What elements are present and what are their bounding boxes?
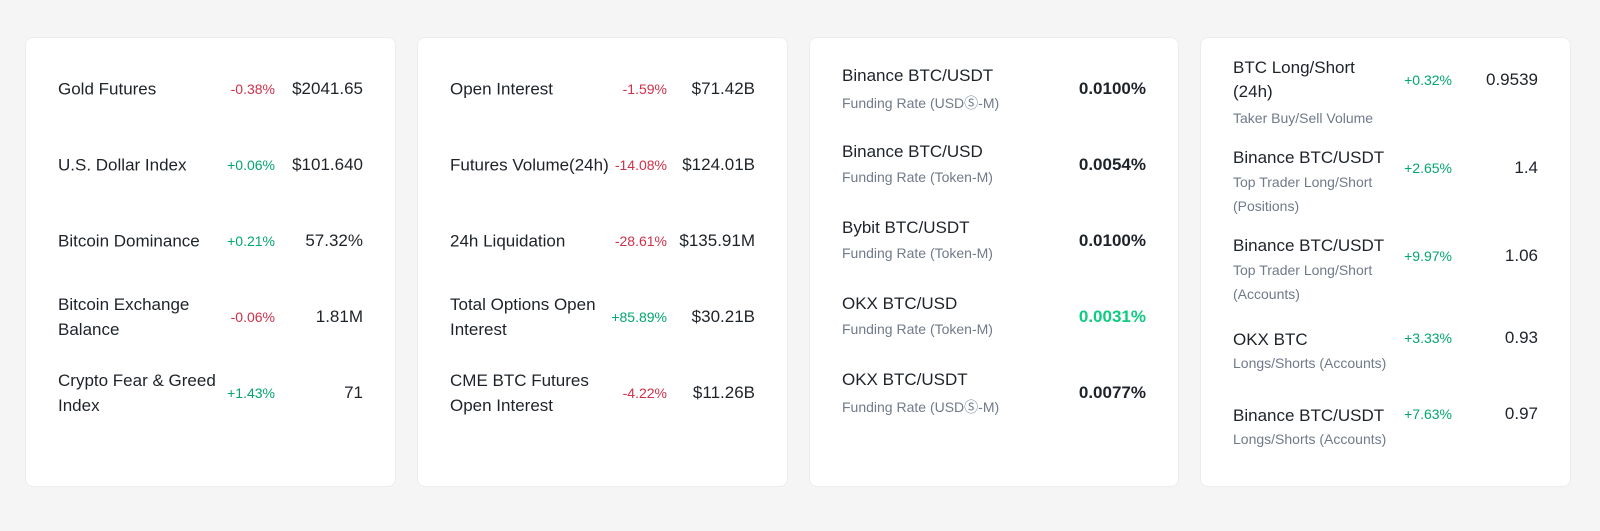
funding-rate-value: 0.0031%: [1078, 307, 1146, 326]
change-percent: +2.65%: [1404, 160, 1452, 176]
indicator-name: 24h Liquidation: [450, 231, 566, 251]
indicator-value: $135.91M: [679, 231, 755, 250]
ratio-value: 0.93: [1504, 328, 1538, 347]
ratio-value: 0.97: [1504, 404, 1538, 423]
list-item[interactable]: OKX BTC/USD Funding Rate (Token-M) 0.003…: [810, 288, 1178, 348]
ratio-value: 1.06: [1504, 246, 1538, 265]
list-item[interactable]: Binance BTC/USDT Top Trader Long/Short (…: [1201, 232, 1570, 308]
metric-label: Funding Rate (Token-M): [842, 245, 993, 261]
indicator-value: 1.81M: [315, 307, 363, 326]
funding-rate-value: 0.0100%: [1078, 231, 1146, 250]
indicator-value: 71: [344, 383, 363, 402]
pair-name: OKX BTC/USD: [842, 294, 958, 313]
indicator-name: Gold Futures: [58, 79, 157, 99]
market-indicators-card: Gold Futures -0.38% $2041.65 U.S. Dollar…: [25, 37, 396, 487]
indicator-name: Crypto Fear & Greed Index: [58, 371, 216, 415]
metric-label: Taker Buy/Sell Volume: [1233, 110, 1374, 126]
change-percent: -4.22%: [622, 385, 667, 401]
indicator-value: $2041.65: [292, 79, 363, 98]
indicator-name: Bitcoin Exchange Balance: [58, 295, 190, 339]
indicator-value: $30.21B: [691, 307, 755, 326]
metric-label: Funding Rate (Token-M): [842, 169, 993, 185]
list-item[interactable]: CME BTC Futures Open Interest -4.22% $11…: [418, 357, 787, 429]
pair-name: Bybit BTC/USDT: [842, 218, 970, 237]
list-item[interactable]: Futures Volume(24h) -14.08% $124.01B: [418, 129, 787, 201]
metric-label: Longs/Shorts (Accounts): [1233, 355, 1387, 371]
change-percent: -1.59%: [622, 81, 667, 97]
indicator-value: $11.26B: [692, 383, 755, 402]
change-percent: +85.89%: [611, 309, 667, 325]
indicator-value: 57.32%: [305, 231, 363, 250]
ratio-name: Binance BTC/USDT: [1233, 236, 1385, 255]
ratio-name: Binance BTC/USDT: [1233, 148, 1385, 167]
list-item[interactable]: OKX BTC/USDT Funding Rate (USDⓈ-M) 0.007…: [810, 364, 1178, 424]
list-item[interactable]: U.S. Dollar Index +0.06% $101.640: [26, 129, 395, 201]
indicator-value: $124.01B: [682, 155, 755, 174]
ratio-name: Binance BTC/USDT: [1233, 406, 1385, 425]
list-item[interactable]: OKX BTC Longs/Shorts (Accounts) +3.33% 0…: [1201, 328, 1570, 378]
ratio-name: OKX BTC: [1233, 330, 1308, 349]
list-item[interactable]: Bitcoin Dominance +0.21% 57.32%: [26, 205, 395, 277]
change-percent: +3.33%: [1404, 330, 1452, 346]
change-percent: -0.38%: [230, 81, 275, 97]
change-percent: -28.61%: [614, 233, 667, 249]
indicator-value: $101.640: [292, 155, 363, 174]
funding-rate-value: 0.0077%: [1078, 383, 1146, 402]
indicator-name: Bitcoin Dominance: [58, 231, 200, 251]
list-item[interactable]: Binance BTC/USDT Longs/Shorts (Accounts)…: [1201, 404, 1570, 454]
pair-name: Binance BTC/USD: [842, 142, 983, 161]
indicator-name: U.S. Dollar Index: [58, 155, 187, 175]
change-percent: -0.06%: [230, 309, 275, 325]
funding-rate-value: 0.0054%: [1078, 155, 1146, 174]
ratio-name: BTC Long/Short (24h): [1233, 58, 1355, 101]
pair-name: OKX BTC/USDT: [842, 370, 968, 389]
list-item[interactable]: Open Interest -1.59% $71.42B: [418, 53, 787, 125]
metric-label: Top Trader Long/Short (Positions): [1233, 174, 1373, 214]
change-percent: +1.43%: [227, 385, 275, 401]
change-percent: +0.21%: [227, 233, 275, 249]
list-item[interactable]: Binance BTC/USDT Top Trader Long/Short (…: [1201, 144, 1570, 220]
metric-label: Top Trader Long/Short (Accounts): [1233, 262, 1373, 302]
funding-rates-card: Binance BTC/USDT Funding Rate (USDⓈ-M) 0…: [809, 37, 1179, 487]
metric-label: Funding Rate (USDⓈ-M): [842, 95, 1000, 111]
list-item[interactable]: 24h Liquidation -28.61% $135.91M: [418, 205, 787, 277]
list-item[interactable]: Crypto Fear & Greed Index +1.43% 71: [26, 357, 395, 429]
list-item[interactable]: Gold Futures -0.38% $2041.65: [26, 53, 395, 125]
change-percent: +7.63%: [1404, 406, 1452, 422]
list-item[interactable]: Bybit BTC/USDT Funding Rate (Token-M) 0.…: [810, 212, 1178, 272]
metric-label: Funding Rate (USDⓈ-M): [842, 399, 1000, 415]
ratio-value: 0.9539: [1486, 70, 1538, 89]
indicator-name: Total Options Open Interest: [450, 295, 596, 339]
indicator-name: Open Interest: [450, 79, 554, 99]
derivatives-card: Open Interest -1.59% $71.42B Futures Vol…: [417, 37, 788, 487]
indicator-name: CME BTC Futures Open Interest: [450, 371, 589, 415]
metric-label: Funding Rate (Token-M): [842, 321, 993, 337]
list-item[interactable]: BTC Long/Short (24h) Taker Buy/Sell Volu…: [1201, 56, 1570, 132]
long-short-ratio-card: BTC Long/Short (24h) Taker Buy/Sell Volu…: [1200, 37, 1571, 487]
list-item[interactable]: Binance BTC/USDT Funding Rate (USDⓈ-M) 0…: [810, 60, 1178, 120]
metric-label: Longs/Shorts (Accounts): [1233, 431, 1387, 447]
indicator-value: $71.42B: [691, 79, 755, 98]
change-percent: +0.32%: [1404, 72, 1452, 88]
list-item[interactable]: Bitcoin Exchange Balance -0.06% 1.81M: [26, 281, 395, 353]
list-item[interactable]: Binance BTC/USD Funding Rate (Token-M) 0…: [810, 136, 1178, 196]
change-percent: -14.08%: [614, 157, 667, 173]
indicator-name: Futures Volume(24h): [450, 155, 609, 175]
funding-rate-value: 0.0100%: [1078, 79, 1146, 98]
ratio-value: 1.4: [1514, 158, 1538, 177]
change-percent: +9.97%: [1404, 248, 1452, 264]
pair-name: Binance BTC/USDT: [842, 66, 994, 85]
list-item[interactable]: Total Options Open Interest +85.89% $30.…: [418, 281, 787, 353]
change-percent: +0.06%: [227, 157, 275, 173]
